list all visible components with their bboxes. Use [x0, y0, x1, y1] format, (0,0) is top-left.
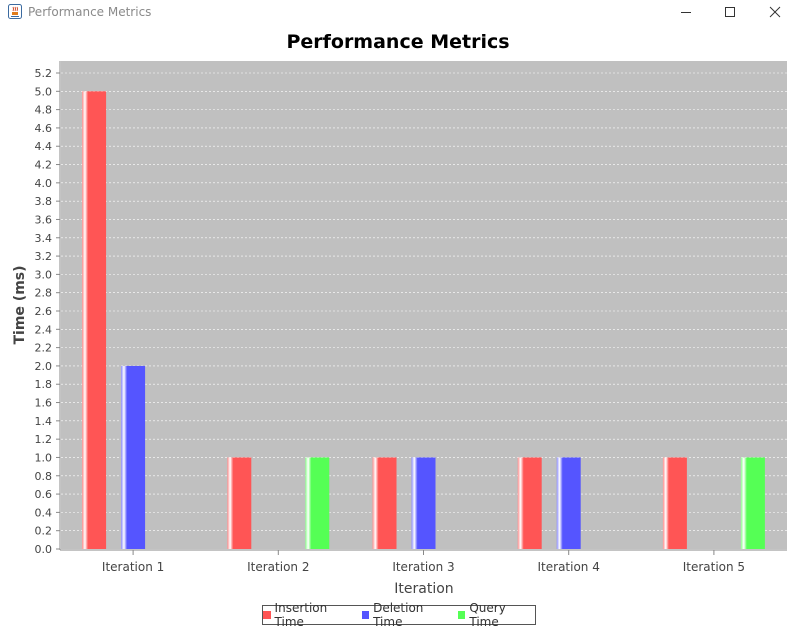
legend-swatch-deletion: [361, 611, 370, 619]
bars: [82, 91, 765, 550]
y-tick-label: 3.8: [35, 195, 53, 208]
x-tick-label: Iteration 3: [392, 560, 454, 574]
x-tick-label: Iteration 4: [538, 560, 600, 574]
y-tick-label: 5.2: [35, 67, 53, 80]
legend-swatch-insertion: [263, 611, 271, 619]
legend-label-insertion: Insertion Time: [274, 601, 328, 629]
window-titlebar: Performance Metrics: [0, 0, 796, 24]
bar-query-time-2: [305, 457, 330, 549]
y-tick-label: 3.4: [35, 232, 53, 245]
legend-label-query: Query Time: [469, 601, 506, 629]
legend-item-query: Query Time: [457, 601, 535, 629]
close-button[interactable]: [752, 0, 796, 24]
bar-insertion-time-2: [227, 457, 252, 549]
y-axis-ticks: 0.0 0.2 0.4 0.6 0.8 1.0 1.2 1.4 1.6 1.8 2.0 2.2 2.4 2…: [35, 67, 60, 556]
x-axis-ticks: Iteration 1 Iteration 2 Iteration 3 Iterati…: [102, 550, 745, 574]
chart-title: Performance Metrics: [286, 31, 509, 53]
y-tick-label: 4.8: [35, 104, 53, 117]
y-tick-label: 0.2: [35, 525, 53, 538]
y-tick-label: 1.4: [35, 415, 53, 428]
y-tick-label: 4.0: [35, 177, 53, 190]
y-tick-label: 0.4: [35, 506, 53, 519]
y-tick-label: 3.2: [35, 250, 53, 263]
legend-item-insertion: Insertion Time: [263, 601, 356, 629]
bar-query-time-5: [740, 457, 765, 549]
y-tick-label: 2.8: [35, 287, 53, 300]
y-tick-label: 0.0: [35, 543, 53, 556]
y-tick-label: 4.4: [35, 140, 53, 153]
minimize-icon: [681, 12, 691, 13]
bar-insertion-time-3: [372, 457, 397, 549]
x-tick-label: Iteration 2: [247, 560, 309, 574]
y-tick-label: 3.6: [35, 213, 53, 226]
java-cup-icon: [8, 4, 22, 19]
y-tick-label: 3.0: [35, 268, 53, 281]
bar-insertion-time-4: [517, 457, 542, 549]
y-tick-label: 2.6: [35, 305, 53, 318]
bar-deletion-time-3: [411, 457, 436, 549]
bar-chart: Performance Metrics 0.0 0.2 0.4 0.6 0.8 1.0 1.…: [12, 31, 787, 597]
legend-item-deletion: Deletion Time: [361, 601, 452, 629]
minimize-button[interactable]: [663, 0, 709, 24]
bar-insertion-time-5: [662, 457, 687, 549]
x-tick-label: Iteration 1: [102, 560, 164, 574]
maximize-icon: [725, 7, 735, 17]
y-tick-label: 4.2: [35, 159, 53, 172]
bar-deletion-time-4: [556, 457, 581, 549]
legend-label-deletion: Deletion Time: [373, 601, 424, 629]
close-icon: [769, 6, 781, 18]
y-tick-label: 2.4: [35, 323, 53, 336]
x-axis-label: Iteration: [394, 581, 453, 597]
legend-swatch-query: [457, 611, 466, 619]
y-tick-label: 0.6: [35, 488, 53, 501]
chart-legend: Insertion Time Deletion Time Query Time: [262, 601, 536, 629]
y-tick-label: 1.6: [35, 397, 53, 410]
y-tick-label: 1.8: [35, 378, 53, 391]
x-tick-label: Iteration 5: [683, 560, 745, 574]
maximize-button[interactable]: [707, 0, 753, 24]
y-tick-label: 0.8: [35, 470, 53, 483]
y-tick-label: 1.0: [35, 451, 53, 464]
y-axis-label: Time (ms): [12, 265, 28, 344]
y-tick-label: 2.0: [35, 360, 53, 373]
y-tick-label: 2.2: [35, 342, 53, 355]
y-tick-label: 5.0: [35, 85, 53, 98]
y-tick-label: 4.6: [35, 122, 53, 135]
y-tick-label: 1.2: [35, 433, 53, 446]
window-title: Performance Metrics: [28, 5, 152, 19]
bar-deletion-time-1: [121, 365, 146, 549]
bar-insertion-time-1: [82, 91, 107, 550]
